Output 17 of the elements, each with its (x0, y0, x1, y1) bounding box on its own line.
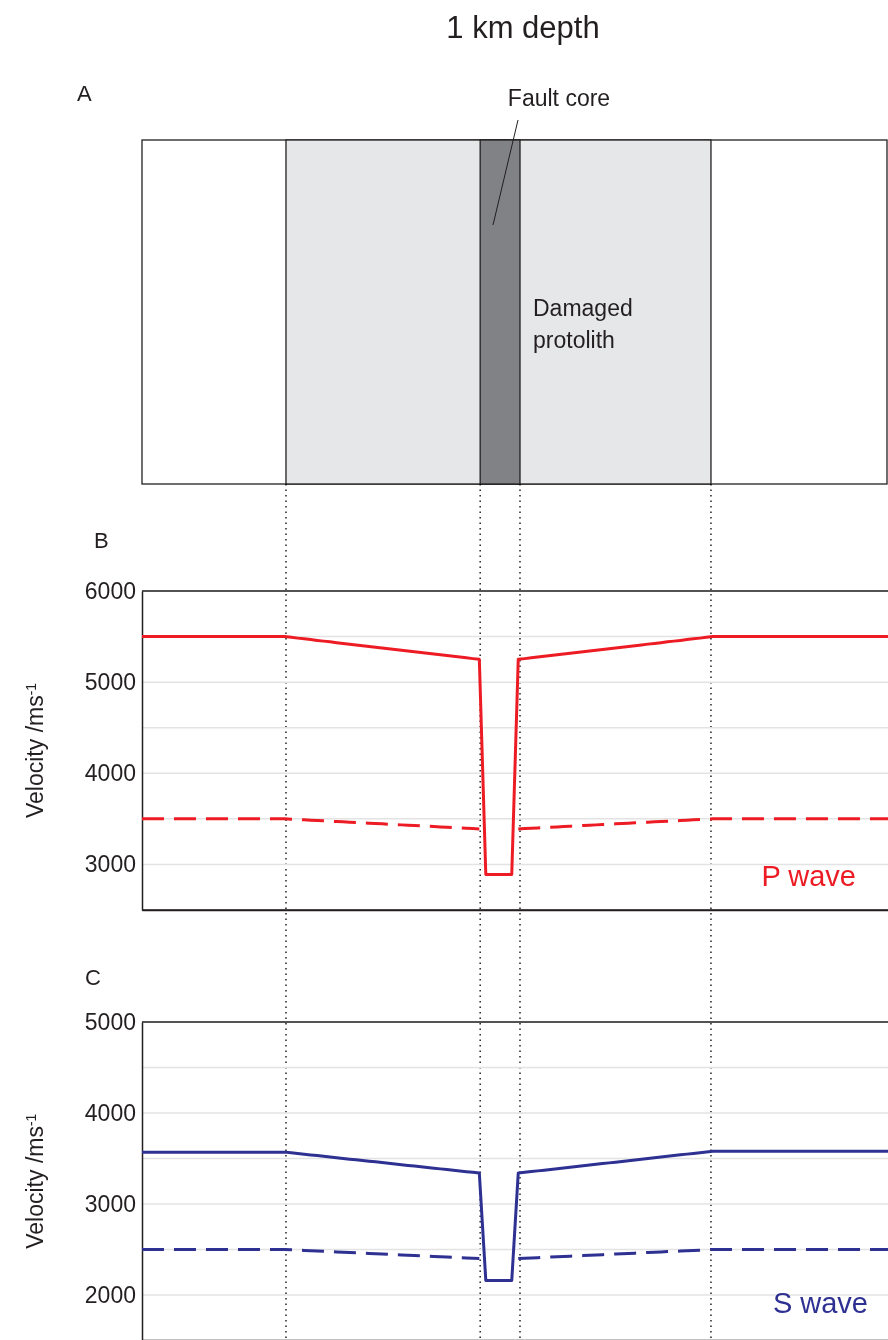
text: Damaged protolith (533, 295, 633, 353)
text: A (77, 81, 92, 106)
y-tick-label: 4000 (84, 760, 136, 787)
y-tick-label: 5000 (84, 1008, 136, 1035)
y-tick-label: 6000 (84, 577, 136, 604)
text: C (85, 965, 101, 990)
annotation: S wave (772, 1287, 868, 1319)
text: 1 km depth (446, 10, 600, 45)
text: Fault core (507, 85, 611, 111)
y-tick-label: 3000 (84, 1190, 136, 1217)
y-tick-label: 2000 (84, 1281, 136, 1308)
y-tick-label: 5000 (84, 669, 136, 695)
line-series (140, 1149, 888, 1282)
y-tick-label: 3000 (84, 851, 136, 878)
y-tick-label: 4000 (84, 1099, 136, 1126)
annotation: P wave (761, 860, 856, 892)
text: B (94, 528, 109, 553)
